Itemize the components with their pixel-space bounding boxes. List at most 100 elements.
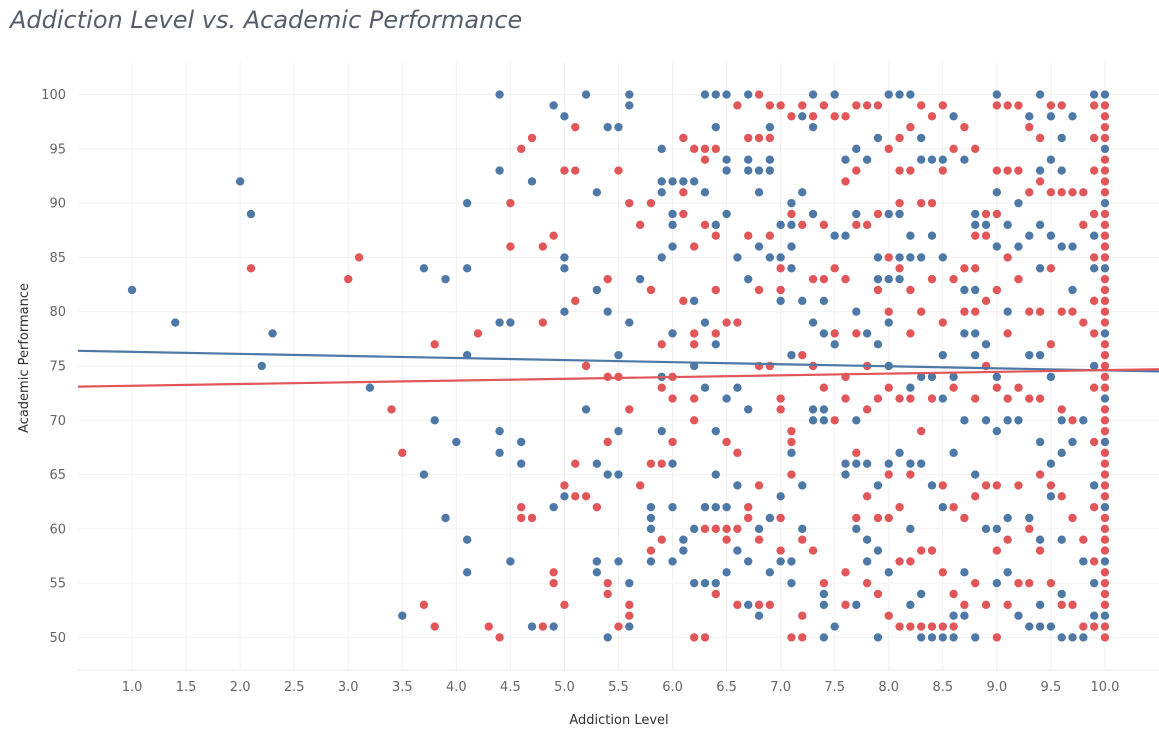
data-point-blue <box>591 284 602 295</box>
data-point-red <box>851 219 862 230</box>
data-point-red <box>1078 317 1089 328</box>
data-point-blue <box>970 350 981 361</box>
data-point-blue <box>1056 415 1067 426</box>
data-point-red <box>699 143 710 154</box>
data-point-red <box>970 491 981 502</box>
data-point-blue <box>732 545 743 556</box>
data-point-red <box>1089 132 1100 143</box>
data-point-red <box>689 393 700 404</box>
data-point-blue <box>440 274 451 285</box>
data-point-red <box>797 350 808 361</box>
data-point-red <box>559 480 570 491</box>
data-point-blue <box>948 447 959 458</box>
data-point-blue <box>699 317 710 328</box>
data-point-blue <box>1024 350 1035 361</box>
data-point-blue <box>1035 599 1046 610</box>
data-point-blue <box>127 284 138 295</box>
data-point-red <box>862 219 873 230</box>
data-point-red <box>1035 469 1046 480</box>
data-point-red <box>754 132 765 143</box>
data-point-blue <box>689 295 700 306</box>
data-point-blue <box>754 187 765 198</box>
data-point-blue <box>1013 198 1024 209</box>
data-point-blue <box>645 523 656 534</box>
data-point-blue <box>678 545 689 556</box>
data-point-red <box>732 317 743 328</box>
data-point-red <box>581 360 592 371</box>
data-point-red <box>386 404 397 415</box>
data-point-red <box>602 274 613 285</box>
data-point-red <box>743 502 754 513</box>
data-point-red <box>970 306 981 317</box>
data-point-red <box>991 632 1002 643</box>
data-point-blue <box>797 111 808 122</box>
data-point-red <box>991 100 1002 111</box>
data-point-red <box>721 436 732 447</box>
data-point-blue <box>743 165 754 176</box>
data-point-red <box>689 143 700 154</box>
data-point-red <box>1078 534 1089 545</box>
data-point-blue <box>764 154 775 165</box>
data-point-red <box>1056 100 1067 111</box>
data-point-red <box>754 599 765 610</box>
data-point-red <box>699 154 710 165</box>
data-point-blue <box>894 274 905 285</box>
x-tick-label: 9.0 <box>987 680 1008 695</box>
data-point-red <box>1099 284 1110 295</box>
data-point-blue <box>1045 491 1056 502</box>
data-point-blue <box>808 404 819 415</box>
data-point-red <box>678 187 689 198</box>
data-point-red <box>678 208 689 219</box>
data-point-red <box>775 404 786 415</box>
data-point-red <box>894 556 905 567</box>
data-point-blue <box>872 339 883 350</box>
x-tick-label: 5.0 <box>554 680 575 695</box>
data-point-blue <box>1056 132 1067 143</box>
data-point-blue <box>883 567 894 578</box>
data-point-blue <box>645 513 656 524</box>
data-point-red <box>1099 458 1110 469</box>
data-point-blue <box>1067 241 1078 252</box>
data-point-blue <box>775 491 786 502</box>
data-point-blue <box>591 458 602 469</box>
x-tick-label: 10.0 <box>1090 680 1119 695</box>
data-point-red <box>1078 187 1089 198</box>
data-point-red <box>916 426 927 437</box>
data-point-red <box>429 339 440 350</box>
data-point-red <box>613 621 624 632</box>
data-point-blue <box>894 89 905 100</box>
data-point-red <box>991 382 1002 393</box>
data-point-red <box>732 523 743 534</box>
data-point-red <box>797 534 808 545</box>
data-point-red <box>732 100 743 111</box>
data-point-red <box>1089 436 1100 447</box>
data-point-red <box>581 491 592 502</box>
data-point-red <box>894 198 905 209</box>
data-point-red <box>1056 599 1067 610</box>
data-point-blue <box>1056 447 1067 458</box>
data-point-blue <box>818 415 829 426</box>
data-point-red <box>699 523 710 534</box>
data-point-blue <box>1056 241 1067 252</box>
data-point-blue <box>916 589 927 600</box>
data-point-red <box>1002 599 1013 610</box>
y-tick-label: 65 <box>49 468 66 483</box>
data-point-red <box>1099 523 1110 534</box>
data-point-red <box>1099 274 1110 285</box>
data-point-red <box>537 621 548 632</box>
data-point-red <box>829 415 840 426</box>
data-point-red <box>775 284 786 295</box>
data-point-blue <box>689 523 700 534</box>
data-point-blue <box>656 176 667 187</box>
data-point-blue <box>991 187 1002 198</box>
data-point-blue <box>743 599 754 610</box>
data-point-red <box>1045 100 1056 111</box>
data-point-blue <box>926 632 937 643</box>
data-point-red <box>1099 415 1110 426</box>
data-point-red <box>916 198 927 209</box>
data-point-blue <box>926 154 937 165</box>
data-point-blue <box>872 274 883 285</box>
data-point-red <box>1099 317 1110 328</box>
data-point-blue <box>818 599 829 610</box>
